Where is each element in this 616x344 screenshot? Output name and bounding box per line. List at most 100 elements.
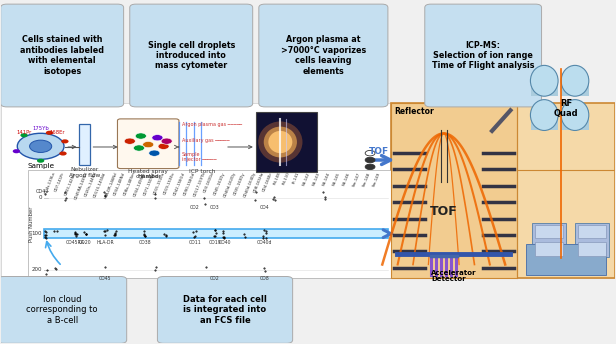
Text: CD4s-139La: CD4s-139La (44, 171, 56, 195)
Circle shape (152, 135, 163, 141)
Text: CD4: CD4 (259, 205, 269, 210)
Ellipse shape (530, 65, 558, 96)
Circle shape (365, 164, 375, 170)
Circle shape (161, 138, 172, 144)
Circle shape (158, 143, 169, 149)
Text: CD19: CD19 (208, 240, 221, 245)
Circle shape (134, 145, 145, 151)
Text: CD45-161Dy: CD45-161Dy (213, 171, 225, 196)
Text: Cells stained with
antibodies labeled
with elemental
isotopes: Cells stained with antibodies labeled wi… (20, 35, 104, 76)
Bar (578, 225, 606, 238)
Text: Pd-110: Pd-110 (282, 171, 291, 185)
Text: Detector: Detector (431, 277, 466, 282)
Text: Ion cloud
corresponding to
a B-cell: Ion cloud corresponding to a B-cell (26, 295, 98, 325)
Text: 200: 200 (31, 267, 42, 272)
Text: Data for each cell
is integrated into
an FCS file: Data for each cell is integrated into an… (183, 295, 267, 325)
Text: CD3: CD3 (210, 205, 219, 210)
FancyBboxPatch shape (130, 4, 253, 107)
Text: ICP-MS:
Selection of ion range
Time of Flight analysis: ICP-MS: Selection of ion range Time of F… (432, 41, 535, 71)
Bar (561, 110, 588, 130)
FancyBboxPatch shape (259, 4, 388, 107)
Bar (391, 104, 517, 278)
Text: 100: 100 (31, 231, 42, 236)
Circle shape (143, 141, 154, 148)
Text: CD42-156Gd: CD42-156Gd (173, 171, 186, 196)
Bar (79, 124, 91, 165)
Text: CD2: CD2 (209, 276, 219, 281)
Text: CD8: CD8 (259, 276, 269, 281)
Bar (256, 112, 317, 172)
Bar (526, 244, 606, 275)
Text: Heated spray
chamber: Heated spray chamber (128, 169, 168, 179)
Circle shape (365, 150, 375, 156)
Bar (532, 223, 565, 257)
Bar (535, 225, 562, 238)
Text: 175Yb: 175Yb (32, 126, 49, 131)
Text: CD34-149Sm: CD34-149Sm (133, 171, 147, 197)
Text: CD38: CD38 (139, 240, 152, 245)
Bar (1, 104, 615, 278)
Text: CD35-163Dy: CD35-163Dy (233, 171, 246, 196)
Bar (391, 104, 615, 278)
Text: CD40d-162Dy: CD40d-162Dy (222, 171, 237, 198)
Text: 168Er: 168Er (49, 130, 65, 135)
Text: Sm-149: Sm-149 (372, 171, 381, 187)
Text: HLA-DR: HLA-DR (96, 240, 114, 245)
Bar (561, 76, 588, 96)
Text: ICP torch: ICP torch (188, 169, 215, 174)
Text: RF
Quad: RF Quad (554, 99, 578, 118)
Ellipse shape (561, 65, 589, 96)
FancyBboxPatch shape (1, 4, 124, 107)
Text: CD11: CD11 (188, 240, 201, 245)
Ellipse shape (258, 121, 302, 163)
Circle shape (149, 150, 160, 156)
Text: Argon plasma gas ─────: Argon plasma gas ───── (182, 121, 242, 127)
Text: CD40d: CD40d (257, 240, 272, 245)
Text: TOF: TOF (430, 205, 458, 218)
Text: CD45: CD45 (99, 276, 111, 281)
Text: CD19-153Eu: CD19-153Eu (163, 171, 176, 195)
Circle shape (46, 131, 53, 135)
Text: Sm-147: Sm-147 (352, 171, 362, 187)
Text: Sm-148: Sm-148 (362, 171, 371, 187)
Text: Accelerator: Accelerator (431, 270, 477, 277)
Ellipse shape (530, 100, 558, 130)
Text: Single cell droplets
introduced into
mass cytometer: Single cell droplets introduced into mas… (148, 41, 235, 71)
FancyBboxPatch shape (158, 277, 293, 343)
Text: CD117-159Tb: CD117-159Tb (193, 171, 206, 198)
Text: CD45RA-143Nd: CD45RA-143Nd (73, 171, 89, 201)
Circle shape (365, 157, 375, 163)
Text: Push Number: Push Number (29, 206, 34, 242)
Bar (535, 242, 562, 256)
Circle shape (136, 133, 147, 139)
Circle shape (61, 139, 68, 143)
Text: Auxiliary gas ─────: Auxiliary gas ───── (182, 138, 230, 143)
Text: CD45RA: CD45RA (66, 240, 85, 245)
Text: 141Pr: 141Pr (17, 130, 32, 135)
FancyBboxPatch shape (0, 277, 127, 343)
Text: CD20: CD20 (79, 240, 92, 245)
Text: Pd-108: Pd-108 (272, 171, 282, 185)
Text: Nd-143: Nd-143 (312, 171, 321, 186)
Bar (44, 229, 388, 238)
Text: CD71-150Nd: CD71-150Nd (143, 171, 156, 196)
Text: Nebulizer
Argon flow: Nebulizer Argon flow (69, 167, 100, 178)
Circle shape (124, 138, 136, 144)
Text: CD40d-164Dy: CD40d-164Dy (243, 171, 256, 198)
Circle shape (37, 159, 44, 163)
Circle shape (30, 140, 52, 152)
Text: TOF: TOF (369, 147, 389, 155)
Text: CD15-151Eu: CD15-151Eu (153, 171, 166, 195)
Text: HLA-DR-146Nd: HLA-DR-146Nd (103, 171, 118, 200)
Circle shape (59, 151, 67, 155)
Text: CD7-141Pr: CD7-141Pr (54, 171, 65, 192)
Text: CD8a-148Sm: CD8a-148Sm (123, 171, 137, 197)
FancyBboxPatch shape (118, 119, 179, 169)
Text: 0: 0 (38, 195, 42, 200)
Bar (28, 170, 391, 278)
Bar (531, 76, 557, 96)
Bar (575, 223, 609, 257)
Bar (578, 242, 606, 256)
Text: Heated: Heated (137, 174, 159, 180)
Text: CD40: CD40 (218, 240, 231, 245)
